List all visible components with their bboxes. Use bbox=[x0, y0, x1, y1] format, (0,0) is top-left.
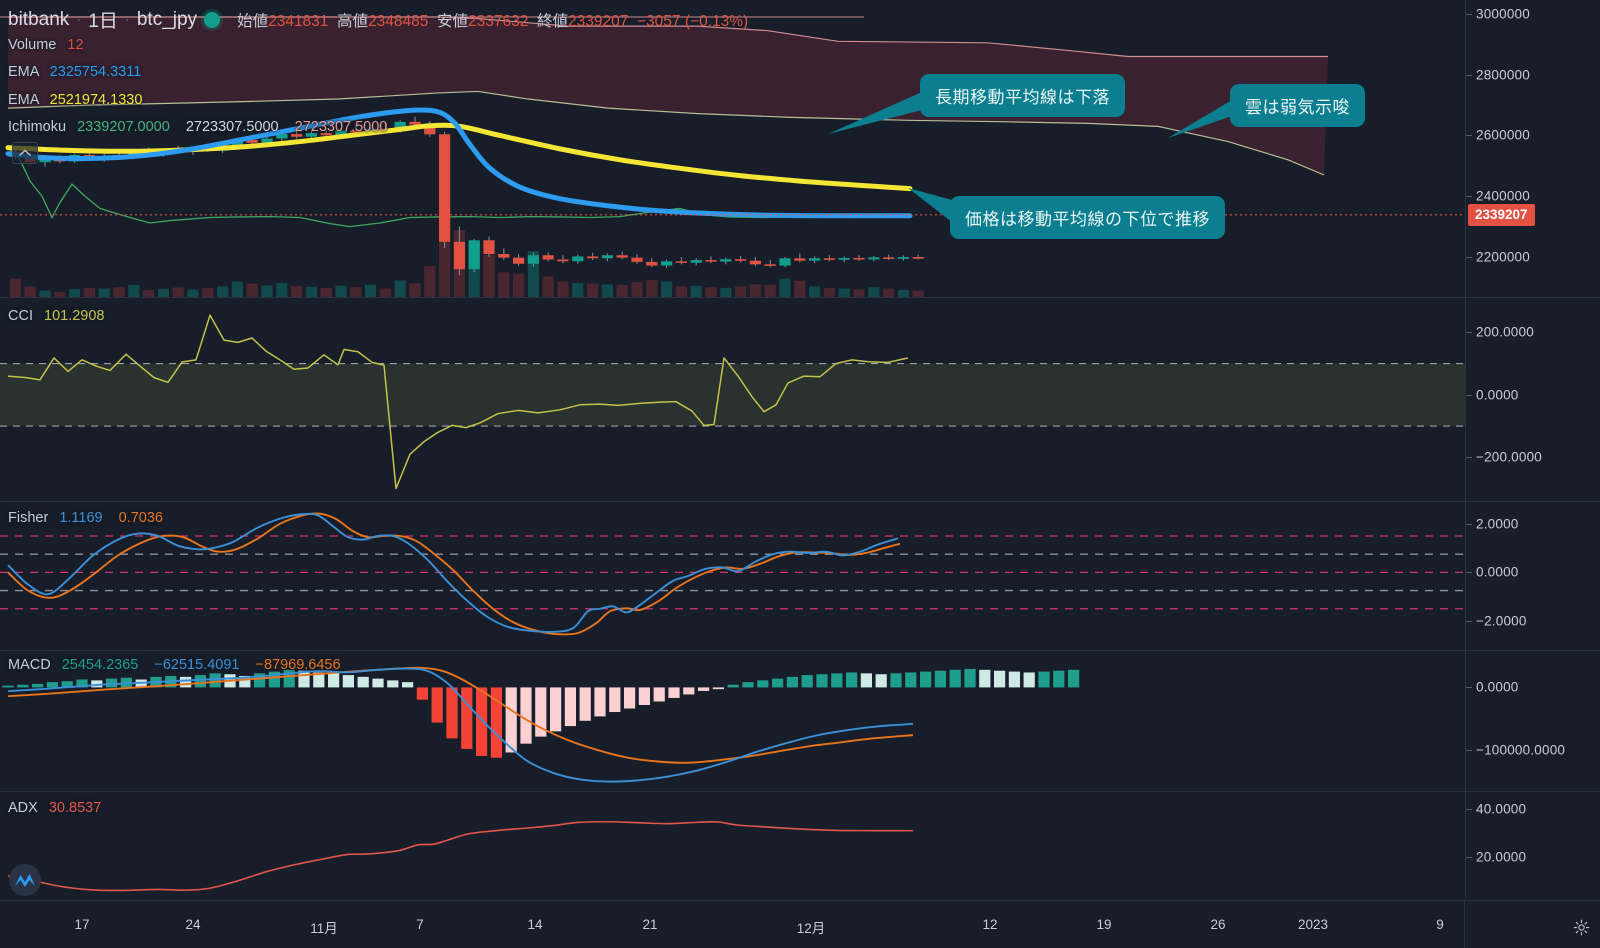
axis-tick-mark bbox=[1466, 257, 1472, 259]
adx-plot[interactable] bbox=[0, 792, 1465, 900]
axis-tick-mark bbox=[1466, 457, 1472, 459]
time-axis-label-4: 14 bbox=[527, 917, 543, 932]
axis-pane-divider bbox=[1466, 650, 1600, 651]
time-axis-label-0: 17 bbox=[74, 917, 90, 932]
high-label: 高値 bbox=[337, 12, 369, 30]
axis-tick-mark bbox=[1466, 750, 1472, 752]
axis-tick-mark bbox=[1466, 196, 1472, 198]
gear-icon bbox=[1573, 919, 1590, 936]
low-label: 安値 bbox=[437, 12, 469, 30]
header-separator-2: · bbox=[124, 11, 130, 28]
macd-pane bbox=[0, 651, 1600, 791]
exchange-name[interactable]: bitbank bbox=[8, 8, 70, 30]
circle-indicator-icon bbox=[204, 11, 221, 28]
change-percent: (−0.13%) bbox=[684, 12, 749, 30]
annotation-ma-decline[interactable]: 長期移動平均線は下落 bbox=[920, 74, 1125, 117]
time-axis-label-6: 12月 bbox=[796, 921, 826, 936]
last-price-badge[interactable]: 2339207 bbox=[1468, 203, 1535, 226]
pane-divider-2 bbox=[0, 501, 1600, 502]
axis-tick-mark bbox=[1466, 856, 1472, 858]
time-axis-label-1: 24 bbox=[185, 917, 201, 932]
pane-divider-3 bbox=[0, 650, 1600, 651]
axis-tick-label-price-3: 2600000 bbox=[1476, 127, 1530, 143]
time-axis-label-8: 19 bbox=[1096, 917, 1112, 932]
axis-tick-mark bbox=[1466, 687, 1472, 689]
time-axis-label-7: 12 bbox=[982, 917, 998, 932]
time-axis-label-5: 21 bbox=[642, 917, 658, 932]
symbol-name[interactable]: btc_jpy bbox=[136, 8, 198, 30]
logo-icon bbox=[15, 874, 35, 887]
axis-tick-mark bbox=[1466, 13, 1472, 15]
open-label: 始値 bbox=[237, 12, 269, 30]
time-axis-label-9: 26 bbox=[1210, 917, 1226, 932]
time-axis-separator bbox=[1464, 901, 1465, 948]
axis-tick-label-fisher-0: 2.0000 bbox=[1476, 516, 1519, 532]
axis-tick-label-cci-2: −200.0000 bbox=[1476, 449, 1542, 465]
price-plot[interactable] bbox=[0, 0, 1465, 297]
axis-tick-label-cci-0: 200.0000 bbox=[1476, 324, 1534, 340]
axis-tick-label-cci-1: 0.0000 bbox=[1476, 387, 1519, 403]
time-axis-label-2: 11月 bbox=[310, 921, 338, 936]
price-axis[interactable]: 3000000 2800000 2600000 2400000 2200000 200.0… bbox=[1465, 0, 1600, 900]
axis-tick-mark bbox=[1466, 808, 1472, 810]
annotation-price-below-ma[interactable]: 価格は移動平均線の下位で推移 bbox=[950, 196, 1225, 239]
change-value: −3057 bbox=[637, 12, 681, 30]
time-axis-label-3: 7 bbox=[416, 917, 424, 932]
axis-tick-label-price-2: 2800000 bbox=[1476, 67, 1530, 83]
tradingview-logo[interactable] bbox=[9, 864, 41, 896]
axis-tick-mark bbox=[1466, 332, 1472, 334]
header-separator-1: · bbox=[76, 11, 82, 28]
time-axis-label-11: 9 bbox=[1436, 917, 1444, 932]
axis-tick-label-price-5: 2200000 bbox=[1476, 249, 1530, 265]
axis-tick-label-fisher-2: −2.0000 bbox=[1476, 613, 1527, 629]
axis-tick-mark bbox=[1466, 523, 1472, 525]
axis-tick-label-price-1: 3000000 bbox=[1476, 6, 1530, 22]
axis-tick-label-price-4: 2400000 bbox=[1476, 188, 1530, 204]
open-value: 2341831 bbox=[268, 12, 329, 30]
axis-tick-label-macd-0: 0.0000 bbox=[1476, 679, 1519, 695]
axis-tick-label-adx-1: 20.0000 bbox=[1476, 849, 1527, 865]
close-value: 2339207 bbox=[568, 12, 629, 30]
axis-tick-label-adx-0: 40.0000 bbox=[1476, 801, 1527, 817]
cci-plot[interactable] bbox=[0, 298, 1465, 501]
ohlc-readout: 始値2341831 高値2348485 安値2337632 終値2339207 … bbox=[237, 9, 748, 31]
chart-header: bitbank · 1日 · btc_jpy 始値2341831 高値23484… bbox=[8, 6, 748, 33]
pane-divider-1 bbox=[0, 297, 1600, 298]
axis-pane-divider bbox=[1466, 297, 1600, 298]
annotation-cloud-bearish[interactable]: 雲は弱気示唆 bbox=[1230, 84, 1365, 127]
time-axis-label-10: 2023 bbox=[1297, 917, 1329, 932]
macd-plot[interactable] bbox=[0, 651, 1465, 791]
axis-tick-mark bbox=[1466, 572, 1472, 574]
fisher-plot[interactable] bbox=[0, 502, 1465, 650]
axis-tick-label-fisher-1: 0.0000 bbox=[1476, 564, 1519, 580]
axis-pane-divider bbox=[1466, 501, 1600, 502]
fisher-pane bbox=[0, 502, 1600, 650]
low-value: 2337632 bbox=[468, 12, 529, 30]
interval-label[interactable]: 1日 bbox=[88, 11, 118, 32]
collapse-pane-button[interactable] bbox=[12, 142, 38, 164]
axis-tick-mark bbox=[1466, 620, 1472, 622]
axis-tick-mark bbox=[1466, 135, 1472, 137]
chart-settings-button[interactable] bbox=[1573, 919, 1590, 936]
pane-divider-4 bbox=[0, 791, 1600, 792]
cci-pane bbox=[0, 298, 1600, 501]
close-label: 終値 bbox=[537, 12, 569, 30]
adx-pane bbox=[0, 792, 1600, 900]
axis-tick-mark bbox=[1466, 394, 1472, 396]
time-axis[interactable]: 17 24 11月 7 14 21 12月 12 19 26 2023 9 bbox=[0, 900, 1600, 948]
axis-pane-divider bbox=[1466, 791, 1600, 792]
price-pane bbox=[0, 0, 1600, 297]
axis-tick-mark bbox=[1466, 74, 1472, 76]
chevron-up-icon bbox=[19, 149, 31, 156]
high-value: 2348485 bbox=[368, 12, 429, 30]
axis-tick-label-macd-1: −100000.0000 bbox=[1476, 742, 1566, 758]
